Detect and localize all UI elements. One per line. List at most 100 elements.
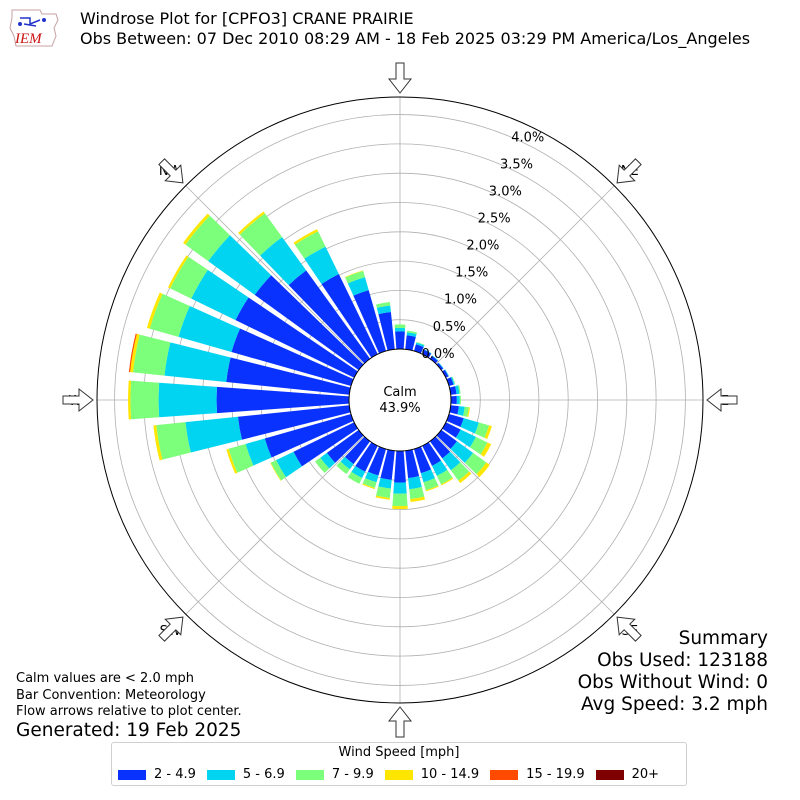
windrose-bar-segment bbox=[467, 407, 470, 418]
grid-spoke bbox=[435, 435, 615, 615]
legend-swatch bbox=[595, 769, 624, 780]
flow-arrow bbox=[387, 706, 413, 738]
windrose-bar-segment bbox=[178, 305, 241, 352]
windrose-bar-segment bbox=[446, 413, 464, 428]
iem-logo: IEM bbox=[6, 6, 62, 50]
windrose-bar-segment bbox=[436, 469, 453, 485]
windrose-bar-segment bbox=[438, 362, 444, 369]
windrose-bar-segment bbox=[458, 471, 472, 484]
legend-label: 7 - 9.9 bbox=[331, 767, 374, 782]
windrose-bar-segment bbox=[406, 330, 417, 335]
windrose-bar-segment bbox=[156, 422, 191, 460]
windrose-bar-segment bbox=[238, 211, 265, 235]
windrose-bar-segment bbox=[408, 476, 422, 490]
windrose-bar-segment bbox=[146, 292, 163, 329]
windrose-bar-segment bbox=[449, 405, 459, 415]
calm-value: 43.9% bbox=[379, 401, 420, 416]
windrose-bar-segment bbox=[239, 213, 283, 256]
windrose-bar-segment bbox=[450, 441, 474, 463]
calm-label: Calm bbox=[383, 385, 416, 400]
legend: Wind Speed [mph] 2 - 4.9 5 - 6.9 7 - 9.9 10… bbox=[111, 742, 687, 786]
windrose-bar-segment bbox=[264, 413, 354, 458]
chart-title: Windrose Plot for [CPFO3] CRANE PRAIRIE … bbox=[80, 9, 750, 49]
windrose-bar-segment bbox=[254, 275, 364, 371]
windrose-bar-segment bbox=[429, 355, 438, 364]
windrose-bar-segment bbox=[436, 362, 444, 371]
title-line-1: Windrose Plot for [CPFO3] CRANE PRAIRIE bbox=[80, 9, 414, 28]
legend-item: 2 - 4.9 bbox=[118, 767, 196, 782]
windrose-bar-segment bbox=[440, 477, 454, 486]
windrose-bar-segment bbox=[394, 450, 406, 483]
legend-label: 5 - 6.9 bbox=[242, 767, 285, 782]
legend-items: 2 - 4.9 5 - 6.9 7 - 9.9 10 - 14.9 15 - 19.9 2… bbox=[118, 767, 670, 782]
legend-label: 10 - 14.9 bbox=[420, 767, 480, 782]
legend-swatch bbox=[384, 769, 413, 780]
windrose-bar-segment bbox=[344, 436, 371, 465]
legend-item: 15 - 19.9 bbox=[490, 767, 585, 782]
windrose-bar-segment bbox=[288, 270, 371, 364]
windrose-bar-segment bbox=[456, 395, 460, 405]
windrose-bar-segment bbox=[375, 495, 390, 500]
windrose-bar-segment bbox=[451, 376, 456, 385]
windrose-bar-segment bbox=[394, 324, 406, 329]
windrose-bar-segment bbox=[405, 449, 420, 479]
windrose-bar-segment bbox=[270, 460, 286, 481]
legend-swatch bbox=[206, 769, 235, 780]
windrose-bar-segment bbox=[245, 438, 272, 466]
windrose-bars bbox=[128, 211, 492, 510]
windrose-bar-segment bbox=[442, 451, 461, 471]
windrose-bar-segment bbox=[367, 446, 387, 476]
windrose-bar-segment bbox=[413, 344, 424, 354]
windrose-bar-segment bbox=[395, 331, 405, 350]
summary-block: Summary Obs Used: 123188 Obs Without Win… bbox=[578, 628, 768, 716]
windrose-bar-segment bbox=[149, 293, 190, 337]
windrose-bar-segment bbox=[362, 483, 375, 490]
grid-spoke bbox=[185, 185, 365, 365]
windrose-bar-segment bbox=[293, 422, 358, 467]
windrose-bar-segment bbox=[393, 482, 407, 494]
windrose-bar-segment bbox=[469, 436, 488, 455]
legend-title: Wind Speed [mph] bbox=[338, 745, 460, 760]
windrose-bar-segment bbox=[260, 237, 307, 286]
windrose-bar-segment bbox=[158, 382, 218, 418]
windrose-bar-segment bbox=[293, 229, 319, 245]
windrose-bar-segment bbox=[455, 429, 476, 448]
windrose-bar-segment bbox=[436, 429, 457, 449]
flow-arrow bbox=[387, 62, 413, 94]
windrose-bar-segment bbox=[226, 448, 238, 474]
radial-tick-label: 3.0% bbox=[489, 184, 522, 199]
summary-avg-speed: Avg Speed: 3.2 mph bbox=[580, 694, 768, 715]
summary-obs-without-wind: Obs Without Wind: 0 bbox=[577, 672, 768, 693]
windrose-bar-segment bbox=[315, 457, 330, 474]
windrose-bar-segment bbox=[270, 462, 282, 481]
outer-ring bbox=[96, 96, 704, 704]
radial-tick-label: 1.0% bbox=[444, 293, 477, 308]
legend-swatch bbox=[490, 769, 519, 780]
windrose-bar-segment bbox=[353, 290, 387, 354]
windrose-bar-segment bbox=[376, 305, 391, 315]
windrose-bar-segment bbox=[185, 416, 242, 453]
grid-spoke bbox=[185, 435, 365, 615]
windrose-bar-segment bbox=[294, 231, 326, 259]
legend-item: 20+ bbox=[595, 767, 660, 782]
windrose-bar-segment bbox=[457, 406, 465, 416]
windrose-bar-segment bbox=[344, 270, 364, 278]
windrose-bar-segment bbox=[183, 213, 210, 245]
notes-block: Calm values are < 2.0 mph Bar Convention… bbox=[16, 671, 242, 721]
windrose-bar-segment bbox=[153, 425, 163, 461]
windrose-bar-segment bbox=[351, 466, 366, 479]
windrose-bar-segment bbox=[429, 436, 451, 459]
legend-label: 20+ bbox=[631, 767, 660, 782]
windrose-bar-segment bbox=[132, 334, 171, 376]
windrose-bar-segment bbox=[237, 405, 351, 440]
windrose-bar-segment bbox=[362, 478, 377, 488]
windrose-bar-segment bbox=[457, 385, 461, 394]
windrose-bar-segment bbox=[413, 446, 432, 474]
windrose-bar-segment bbox=[416, 341, 425, 346]
windrose-bar-segment bbox=[304, 246, 339, 285]
windrose-bar-segment bbox=[442, 369, 449, 378]
windrose-bar-segment bbox=[449, 386, 457, 395]
radial-tick-label: 2.5% bbox=[478, 212, 511, 227]
windrose-bar-segment bbox=[378, 311, 395, 351]
